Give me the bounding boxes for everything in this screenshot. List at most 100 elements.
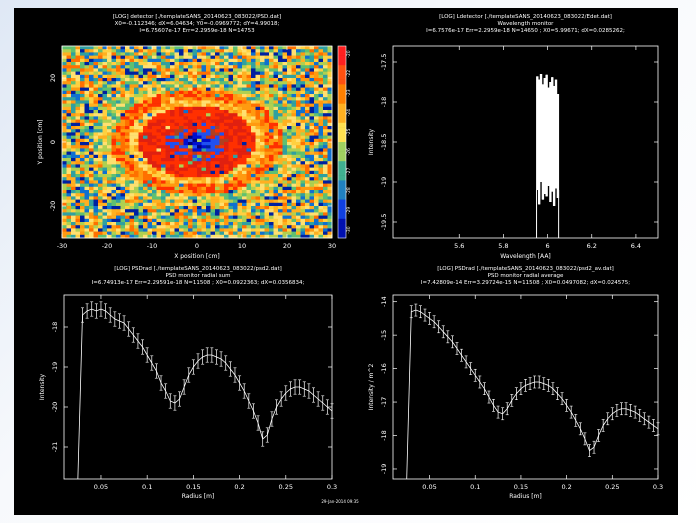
heatmap-cell [71,46,76,50]
heatmap-cell [197,193,202,197]
heatmap-cell [282,52,288,56]
heatmap-cell [179,190,184,194]
heatmap-cell [282,110,288,114]
heatmap-cell [314,225,319,229]
heatmap-cell [84,84,90,88]
heatmap-cell [197,186,202,191]
heatmap-cell [102,52,108,56]
heatmap-cell [228,154,234,159]
heatmap-cell [206,215,211,220]
heatmap-cell [242,177,247,181]
heatmap-cell [111,135,117,140]
heatmap-cell [116,164,121,168]
heatmap-cell [260,138,265,143]
heatmap-cell [327,212,333,216]
heatmap-cell [143,234,148,239]
heatmap-cell [120,193,126,197]
heatmap-cell [116,132,121,136]
heatmap-cell [228,94,234,98]
heatmap-cell [219,151,225,156]
heatmap-cell [224,151,229,156]
heatmap-cell [269,215,274,220]
heatmap-cell [273,199,279,204]
heatmap-cell [107,158,112,162]
heatmap-cell [264,71,270,76]
heatmap-cell [116,196,121,200]
heatmap-cell [309,132,315,136]
heatmap-cell [84,170,90,175]
heatmap-cell [219,71,225,76]
heatmap-cell [152,151,157,156]
heatmap-cell [152,180,157,184]
heatmap-cell [84,78,90,82]
heatmap-cell [251,78,256,82]
heatmap-cell [242,170,247,175]
heatmap-cell [210,199,216,204]
heatmap-cell [318,52,324,56]
heatmap-cell [255,222,261,226]
heatmap-cell [80,113,85,117]
heatmap-cell [327,119,333,124]
heatmap-cell [80,225,85,229]
heatmap-cell [147,113,153,117]
heatmap-cell [134,58,139,63]
heatmap-cell [120,74,126,79]
y-tick-label: -19 [380,464,388,475]
heatmap-cell [138,148,144,152]
heatmap-cell [183,78,189,82]
heatmap-cell [327,231,333,236]
heatmap-cell [264,113,270,117]
heatmap-cell [147,65,153,69]
heatmap-cell [170,100,175,104]
heatmap-cell [179,145,184,149]
heatmap-cell [269,129,274,133]
heatmap-cell [237,74,243,79]
heatmap-cell [282,190,288,194]
heatmap-cell [255,225,261,229]
heatmap-cell [156,138,162,143]
heatmap-cell [215,148,220,152]
heatmap-cell [75,158,81,162]
heatmap-cell [323,228,328,232]
heatmap-cell [116,106,121,111]
colorbar-segment [338,142,346,148]
x-tick-label: 0.05 [94,483,108,491]
heatmap-cell [138,74,144,79]
heatmap-cell [242,100,247,104]
heatmap-cell [323,65,328,69]
heatmap-cell [278,94,283,98]
heatmap-cell [66,170,72,175]
heatmap-cell [291,90,297,95]
heatmap-cell [143,142,148,146]
heatmap-cell [305,116,310,120]
heatmap-cell [224,222,229,226]
heatmap-cell [300,145,306,149]
heatmap-cell [75,193,81,197]
heatmap-cell [89,231,94,236]
heatmap-cell [278,116,283,120]
heatmap-cell [210,116,216,120]
heatmap-cell [102,158,108,162]
heatmap-cell [107,193,112,197]
heatmap-cell [134,202,139,207]
heatmap-cell [80,84,85,88]
heatmap-cell [197,145,202,149]
heatmap-cell [102,212,108,216]
heatmap-cell [323,116,328,120]
heatmap-cell [179,68,184,72]
heatmap-cell [125,218,130,223]
heatmap-cell [111,119,117,124]
heatmap-cell [201,46,207,50]
heatmap-cell [255,199,261,204]
heatmap-cell [179,97,184,101]
heatmap-cell [246,106,252,111]
heatmap-cell [287,209,292,213]
heatmap-cell [197,129,202,133]
heatmap-cell [129,65,135,69]
heatmap-cell [183,74,189,79]
heatmap-cell [300,116,306,120]
heatmap-cell [98,193,103,197]
heatmap-cell [156,215,162,220]
heatmap-cell [183,122,189,127]
heatmap-cell [174,103,180,108]
